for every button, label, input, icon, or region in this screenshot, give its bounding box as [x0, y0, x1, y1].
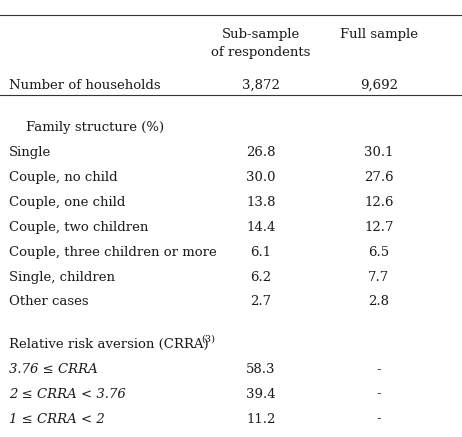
Text: Relative risk aversion (CRRA): Relative risk aversion (CRRA) — [9, 338, 209, 351]
Text: Couple, one child: Couple, one child — [9, 196, 126, 209]
Text: Couple, no child: Couple, no child — [9, 171, 118, 184]
Text: 1 ≤ CRRA < 2: 1 ≤ CRRA < 2 — [9, 413, 105, 426]
Text: 6.2: 6.2 — [250, 271, 272, 284]
Text: 3.76 ≤ CRRA: 3.76 ≤ CRRA — [9, 363, 98, 376]
Text: 2 ≤ CRRA < 3.76: 2 ≤ CRRA < 3.76 — [9, 388, 126, 401]
Text: -: - — [377, 413, 381, 426]
Text: 13.8: 13.8 — [246, 196, 276, 209]
Text: 58.3: 58.3 — [246, 363, 276, 376]
Text: 30.1: 30.1 — [364, 146, 394, 159]
Text: 12.6: 12.6 — [364, 196, 394, 209]
Text: 2.8: 2.8 — [368, 295, 389, 309]
Text: Sub-sample: Sub-sample — [222, 28, 300, 42]
Text: 12.7: 12.7 — [364, 221, 394, 234]
Text: -: - — [377, 388, 381, 401]
Text: Full sample: Full sample — [340, 28, 418, 42]
Text: 27.6: 27.6 — [364, 171, 394, 184]
Text: 39.4: 39.4 — [246, 388, 276, 401]
Text: (3): (3) — [201, 334, 215, 343]
Text: Single: Single — [9, 146, 51, 159]
Text: 3,872: 3,872 — [242, 79, 280, 92]
Text: Family structure (%): Family structure (%) — [9, 121, 164, 134]
Text: Couple, three children or more: Couple, three children or more — [9, 246, 217, 259]
Text: 6.5: 6.5 — [368, 246, 389, 259]
Text: 14.4: 14.4 — [246, 221, 276, 234]
Text: 11.2: 11.2 — [246, 413, 276, 426]
Text: 7.7: 7.7 — [368, 271, 389, 284]
Text: 2.7: 2.7 — [250, 295, 272, 309]
Text: 6.1: 6.1 — [250, 246, 272, 259]
Text: 26.8: 26.8 — [246, 146, 276, 159]
Text: of respondents: of respondents — [211, 46, 311, 59]
Text: Single, children: Single, children — [9, 271, 115, 284]
Text: 9,692: 9,692 — [360, 79, 398, 92]
Text: 30.0: 30.0 — [246, 171, 276, 184]
Text: -: - — [377, 363, 381, 376]
Text: Couple, two children: Couple, two children — [9, 221, 149, 234]
Text: Number of households: Number of households — [9, 79, 161, 92]
Text: Other cases: Other cases — [9, 295, 89, 309]
